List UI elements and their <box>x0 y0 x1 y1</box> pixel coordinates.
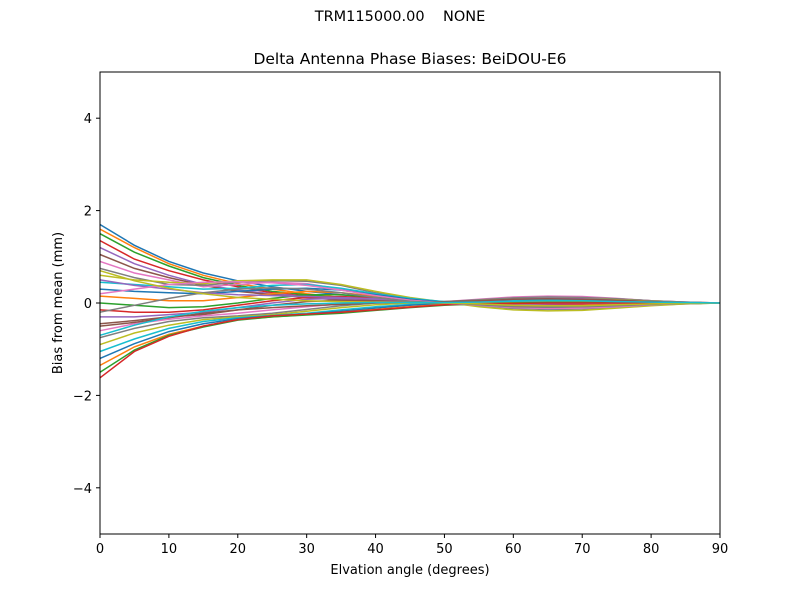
series-line-30 <box>99 299 721 337</box>
x-tick-label: 0 <box>96 542 104 557</box>
series-line-27 <box>99 280 721 310</box>
series-line-5 <box>99 246 720 306</box>
x-tick-label: 80 <box>643 542 660 557</box>
x-tick-label: 10 <box>161 542 178 557</box>
series-lines <box>99 223 721 379</box>
x-axis-label: Elvation angle (degrees) <box>330 563 489 578</box>
x-tick-label: 20 <box>230 542 247 557</box>
x-axis-ticks: 0 10 20 30 40 50 60 70 80 90 <box>96 534 728 557</box>
y-tick-label: −4 <box>73 482 92 497</box>
x-tick-label: 60 <box>505 542 522 557</box>
y-tick-label: −2 <box>73 389 92 404</box>
figure-suptitle: TRM115000.00 NONE <box>314 9 486 25</box>
series-line-4 <box>99 239 721 307</box>
y-tick-label: 2 <box>84 205 92 220</box>
y-axis-label: Bias from mean (mm) <box>51 232 66 374</box>
y-tick-label: 0 <box>84 297 92 312</box>
chart-title: Delta Antenna Phase Biases: BeiDOU-E6 <box>253 50 566 68</box>
y-axis-ticks: −4 −2 0 2 4 <box>73 112 100 497</box>
x-tick-label: 40 <box>367 542 384 557</box>
series-line-28 <box>99 287 721 313</box>
series-line-24 <box>99 302 720 379</box>
x-tick-label: 70 <box>574 542 591 557</box>
x-tick-label: 30 <box>298 542 315 557</box>
x-tick-label: 50 <box>436 542 453 557</box>
series-line-6 <box>99 253 721 305</box>
y-tick-label: 4 <box>84 112 92 127</box>
series-line-9 <box>99 274 721 312</box>
x-tick-label: 90 <box>712 542 729 557</box>
